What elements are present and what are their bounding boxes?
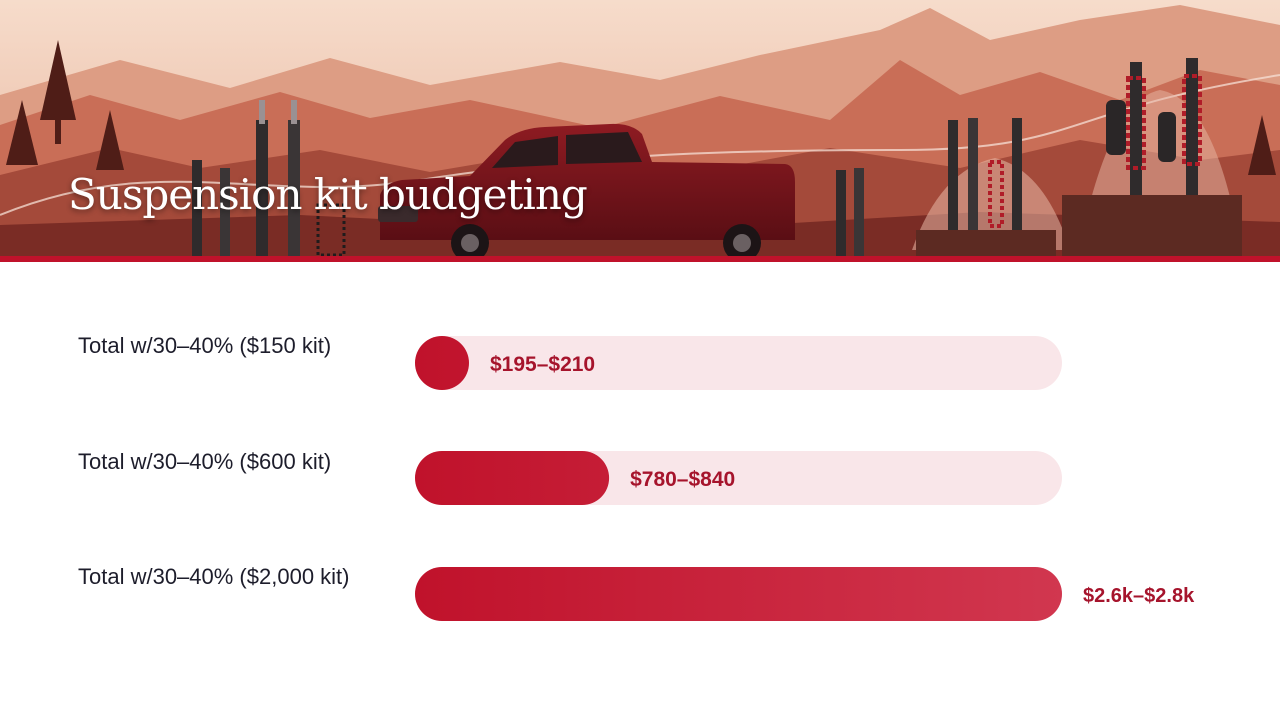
- shock-absorbers-right: [836, 58, 1242, 259]
- bar-value-label-600-kit: $780–$840: [630, 468, 735, 491]
- trail-line: [0, 74, 1280, 216]
- header-banner: Suspension kit budgeting: [0, 0, 1280, 262]
- bar-150-kit: [415, 336, 469, 390]
- bar-track-150-kit: [415, 336, 1062, 390]
- pickup-truck-graphic: [378, 123, 795, 262]
- category-label-150-kit: Total w/30–40% ($150 kit): [78, 333, 332, 358]
- bar-value-label-2000-kit: $2.6k–$2.8k: [1083, 585, 1195, 607]
- bar-600-kit: [415, 451, 610, 505]
- category-label-2000-kit: Total w/30–40% ($2,000 kit): [78, 564, 350, 589]
- shock-absorbers-left: [192, 100, 346, 257]
- category-label-600-kit: Total w/30–40% ($600 kit): [78, 449, 332, 474]
- bar-chart-svg: $195–$210 $780–$840 $2.6k–$2.8k: [415, 336, 1195, 621]
- mountain-truck-illustration: [0, 0, 1280, 262]
- bar-value-label-150-kit: $195–$210: [490, 353, 595, 376]
- banner-accent-line: [0, 256, 1280, 262]
- pine-trees: [6, 40, 1276, 175]
- page-title: Suspension kit budgeting: [68, 170, 588, 219]
- budget-bar-chart: $195–$210 $780–$840 $2.6k–$2.8k Total w/30…: [0, 262, 1280, 720]
- bar-2000-kit: [415, 567, 1062, 621]
